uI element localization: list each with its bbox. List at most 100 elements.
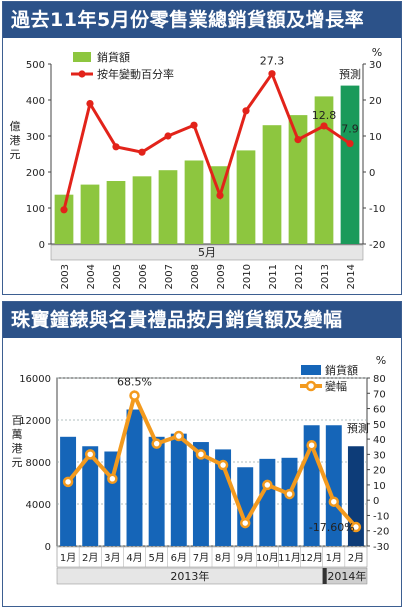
data-label: 12.8	[312, 109, 337, 122]
legend-label: 銷貨額	[325, 363, 358, 377]
line-point	[112, 143, 120, 151]
x-tick-label: 2007	[164, 264, 175, 289]
right-tick-label: 10	[373, 481, 386, 492]
legend-label: 變幅	[325, 379, 347, 393]
line-point	[151, 438, 162, 449]
bar	[148, 436, 165, 546]
right-tick-label: 80	[373, 374, 386, 385]
x-tick-label: 4月	[126, 552, 142, 564]
legend-label: 按年變動百分率	[97, 67, 174, 81]
x-tick-label: 2010	[242, 264, 253, 289]
forecast-label: 預測	[347, 421, 369, 435]
y-axis-title: 億	[10, 120, 21, 133]
y-axis-title: 港	[10, 134, 21, 147]
chart-jewellery: 0 4000 8000 12000 16000 -30 -20 -10 0 10 20 30 40 50 6…	[12, 354, 389, 585]
line-point	[239, 517, 251, 529]
line-point	[284, 488, 295, 500]
y-axis-title: 萬	[12, 428, 23, 441]
y-axis-title: 百	[12, 414, 23, 427]
line-point	[84, 449, 96, 460]
y-axis-title: 港	[12, 442, 23, 455]
bar	[281, 457, 298, 546]
legend-swatch	[73, 52, 91, 62]
line-point	[217, 459, 229, 471]
x-tick-label: 11月	[278, 552, 301, 564]
line-point	[60, 206, 68, 214]
data-label: 27.3	[260, 55, 285, 68]
y-right-axis-title: %	[376, 354, 386, 367]
x-tick-label: 2月	[82, 552, 98, 564]
left-tick-label: 400	[26, 96, 45, 107]
line-point	[190, 121, 198, 129]
right-tick-label: 20	[373, 466, 386, 477]
legend-swatch	[305, 380, 317, 392]
x-tick-label: 2011	[268, 264, 279, 289]
legend-label: 銷貨額	[97, 50, 130, 64]
left-tick-label: 8000	[26, 458, 51, 469]
line-point	[216, 191, 224, 199]
data-label: 68.5%	[117, 376, 152, 389]
bar	[340, 85, 360, 244]
x-tick-label: 1月	[60, 552, 76, 564]
chart-title: 過去11年5月份零售業總銷貨額及增長率	[3, 2, 401, 38]
bar	[192, 442, 209, 546]
left-tick-label: 0	[45, 542, 51, 553]
line-point	[86, 100, 94, 108]
left-tick-label: 500	[26, 60, 45, 71]
bar	[60, 436, 77, 546]
bar	[259, 458, 276, 546]
year-group-label: 2014年	[327, 569, 366, 583]
bar	[184, 160, 204, 244]
x-tick-label: 2月	[348, 552, 364, 564]
bar	[158, 170, 178, 244]
bar	[170, 433, 187, 546]
right-tick-label: -10	[373, 511, 389, 522]
line-point	[268, 70, 276, 78]
left-tick-label: 300	[26, 132, 45, 143]
x-tick-label: 9月	[237, 552, 253, 564]
x-tick-label: 2006	[138, 264, 149, 289]
bar	[325, 425, 342, 546]
x-tick-label: 12月	[300, 552, 323, 564]
x-tick-label: 2003	[60, 264, 71, 289]
bar	[132, 176, 152, 244]
y-axis-title: 元	[12, 456, 23, 469]
bar	[82, 446, 99, 546]
line-point	[62, 476, 74, 488]
bar	[236, 150, 256, 244]
bar	[314, 96, 334, 245]
left-tick-label: 200	[26, 168, 45, 179]
legend-swatch	[78, 70, 86, 78]
left-tick-label: 0	[39, 240, 45, 251]
line-point	[173, 430, 185, 442]
line-point	[328, 496, 340, 507]
left-tick-label: 4000	[26, 500, 51, 511]
left-tick-label: 100	[26, 204, 45, 215]
line-point	[262, 479, 273, 491]
right-tick-label: 50	[373, 420, 386, 431]
y-right-axis-title: %	[372, 46, 382, 59]
line-point	[294, 136, 302, 144]
bar	[126, 409, 143, 546]
bar	[80, 184, 100, 244]
x-tick-label: 5月	[148, 552, 164, 564]
x-tick-label: 1月	[326, 552, 342, 564]
x-tick-label: 2013	[320, 264, 331, 289]
bar	[54, 194, 74, 244]
x-tick-label: 2012	[294, 264, 305, 289]
y-axis-title: 元	[10, 148, 21, 161]
x-tick-label: 3月	[104, 552, 120, 564]
line-point	[350, 521, 362, 533]
line-point	[164, 132, 172, 140]
data-label: 7.9	[341, 123, 359, 136]
line-point	[138, 148, 146, 156]
line-point	[306, 439, 317, 451]
right-tick-label: 0	[369, 168, 375, 179]
right-tick-label: -20	[373, 527, 389, 538]
x-tick-label: 10月	[256, 552, 279, 564]
chart-title: 珠寶鐘錶與名貴禮品按月銷貨額及變幅	[3, 302, 401, 338]
line-point	[129, 390, 140, 401]
x-axis-title: 5月	[198, 246, 216, 259]
x-tick-label: 7月	[193, 552, 209, 564]
bar	[104, 451, 121, 546]
